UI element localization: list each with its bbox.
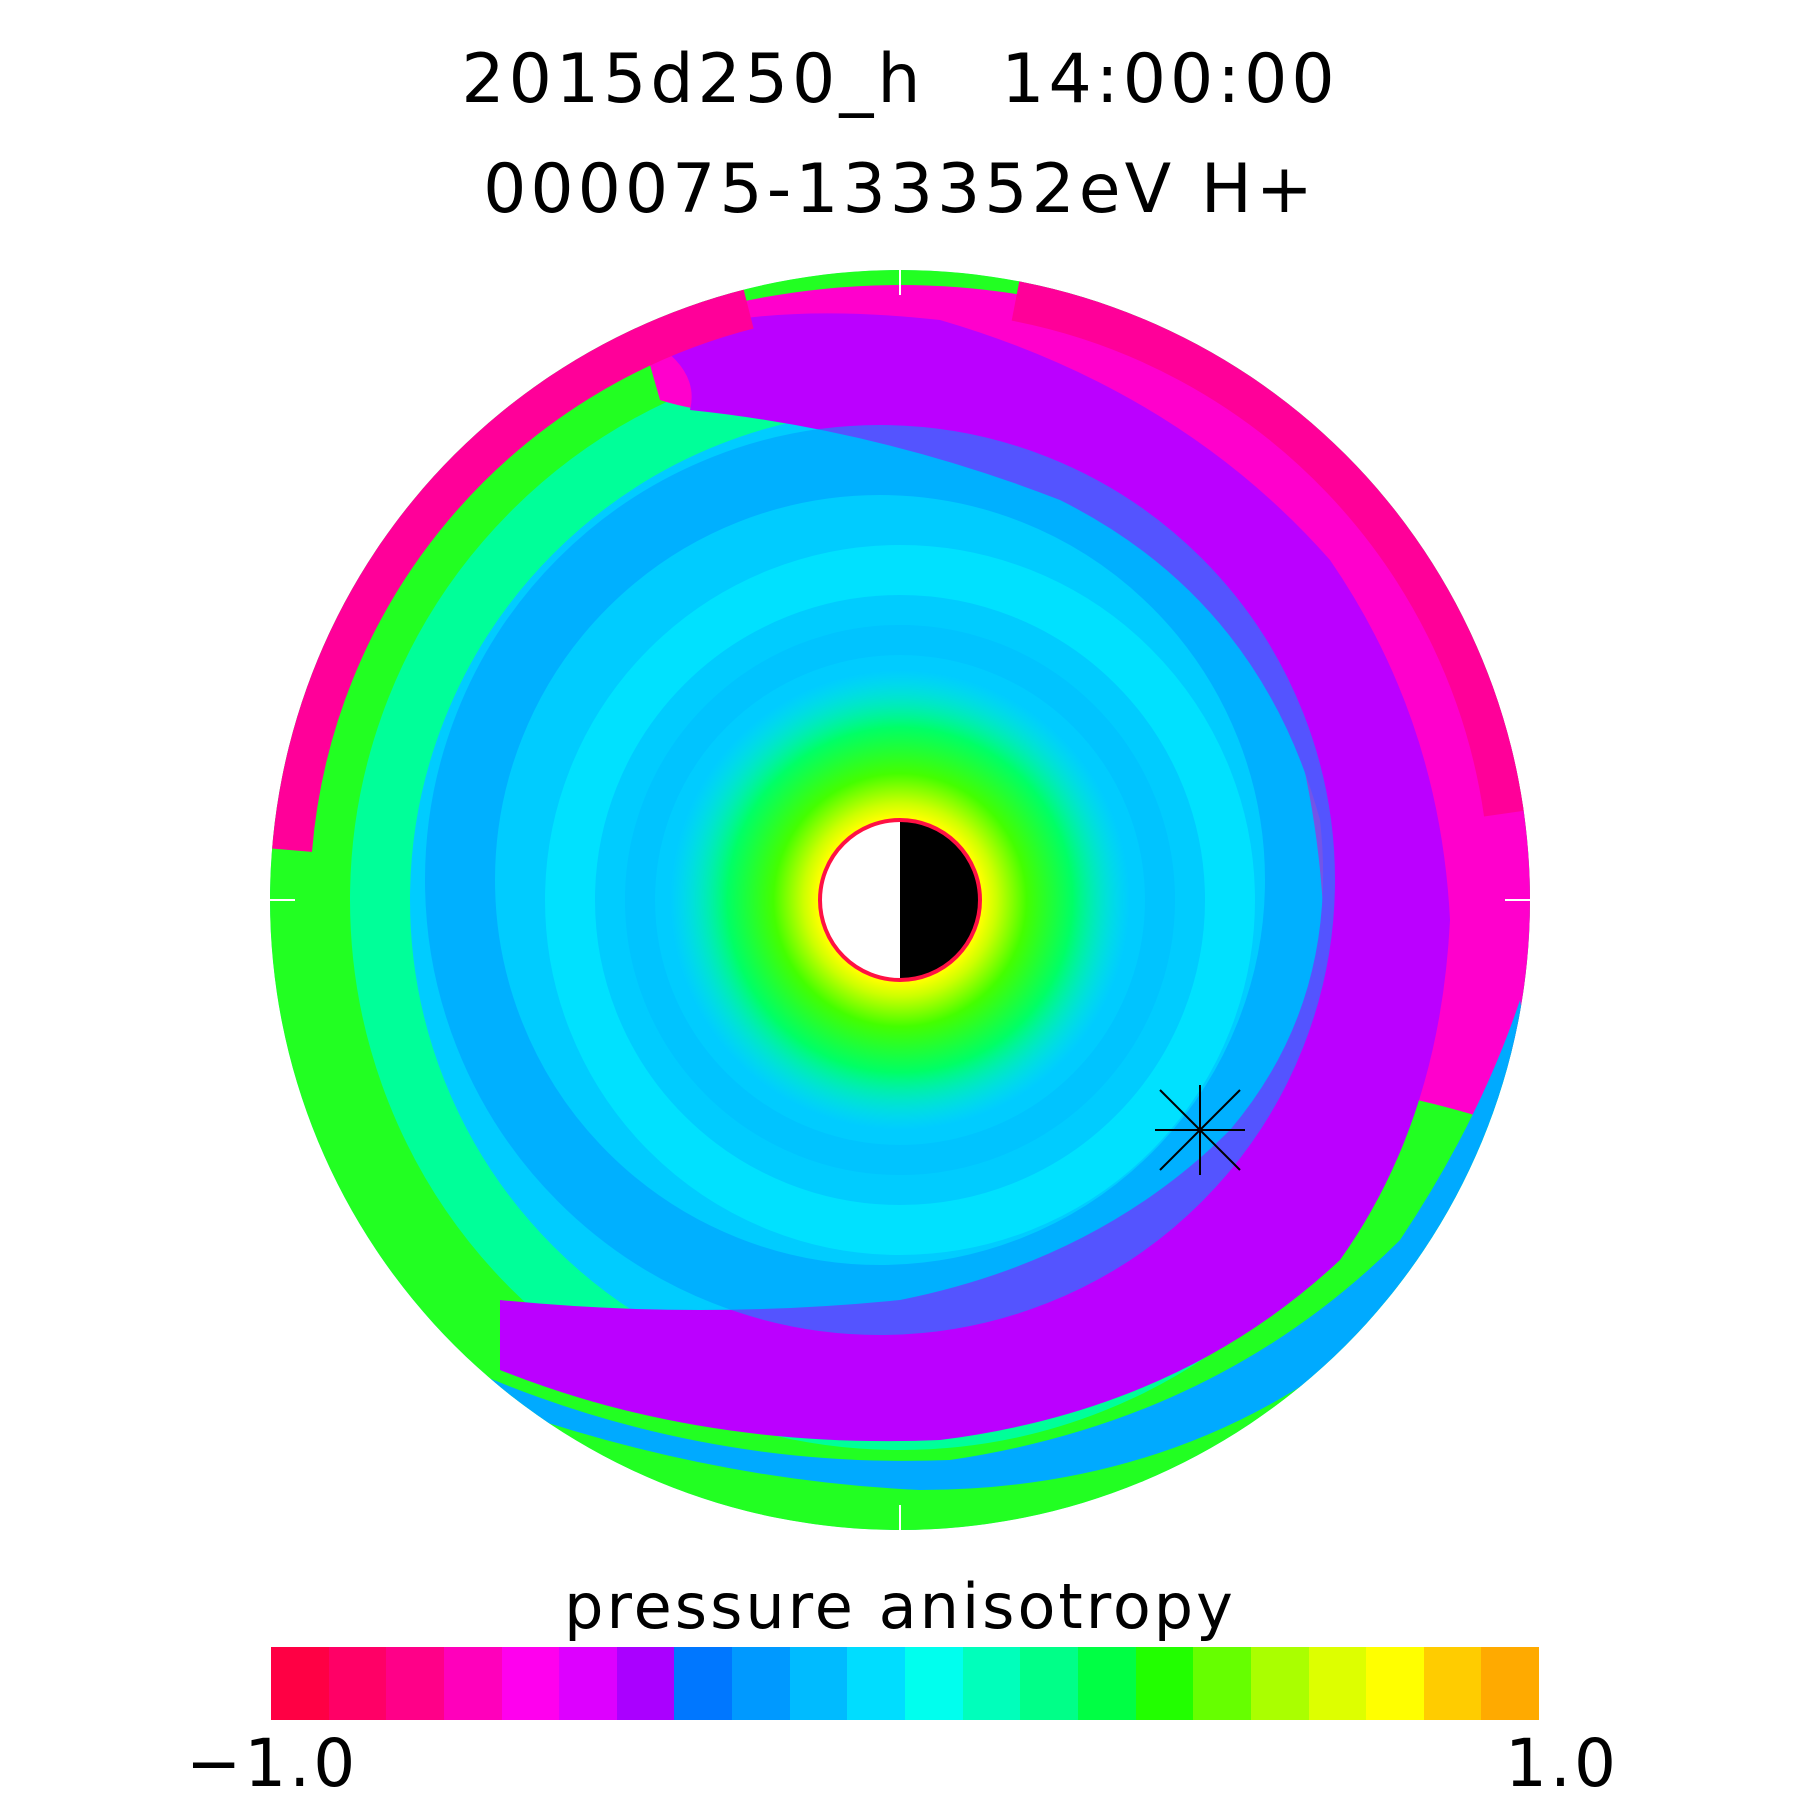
colorbar-swatch [1135, 1647, 1194, 1720]
colorbar-swatch [674, 1647, 733, 1720]
colorbar-swatch [501, 1647, 560, 1720]
colorbar-swatch [443, 1647, 502, 1720]
colorbar-swatch [1077, 1647, 1136, 1720]
axis-ticks [270, 270, 1530, 1530]
region-swirl-inner [625, 625, 1175, 1175]
colorbar-swatch [1193, 1647, 1251, 1720]
colorbar-swatch [559, 1647, 617, 1720]
colorbar-label: pressure anisotropy [564, 1570, 1236, 1643]
colorbar-swatch [1250, 1647, 1309, 1720]
colorbar-swatch [905, 1647, 963, 1720]
earth-boundary [818, 818, 982, 982]
chart-subtitle: 000075-133352eV H+ [483, 150, 1317, 229]
earth-day-side [820, 820, 900, 980]
colorbar [271, 1647, 1540, 1720]
colorbar-min-label: −1.0 [186, 1725, 359, 1802]
colorbar-swatch [271, 1647, 329, 1720]
colorbar-swatch [962, 1647, 1021, 1720]
colorbar-swatch [1423, 1647, 1482, 1720]
colorbar-max-label: 1.0 [1505, 1725, 1619, 1802]
colorbar-swatch [328, 1647, 387, 1720]
chart-title: 2015d250_h 14:00:00 [461, 40, 1339, 119]
colorbar-swatch [1366, 1647, 1424, 1720]
colorbar-swatch [1481, 1647, 1540, 1720]
colorbar-swatch [1308, 1647, 1367, 1720]
colorbar-swatch [1020, 1647, 1078, 1720]
colorbar-swatch [616, 1647, 675, 1720]
region-swirl-outer [425, 425, 1335, 1335]
satellite-asterisk-marker [1155, 1085, 1245, 1175]
colorbar-swatch [847, 1647, 906, 1720]
region-blue-band [470, 1000, 1530, 1490]
earth-night-side [900, 820, 980, 980]
region-dayside-outer [640, 285, 1530, 1120]
colorbar-swatch [732, 1647, 790, 1720]
colorbar-swatch [386, 1647, 444, 1720]
colorbar-swatch [789, 1647, 848, 1720]
earth [818, 818, 982, 982]
region-swirl-mid [545, 545, 1255, 1255]
